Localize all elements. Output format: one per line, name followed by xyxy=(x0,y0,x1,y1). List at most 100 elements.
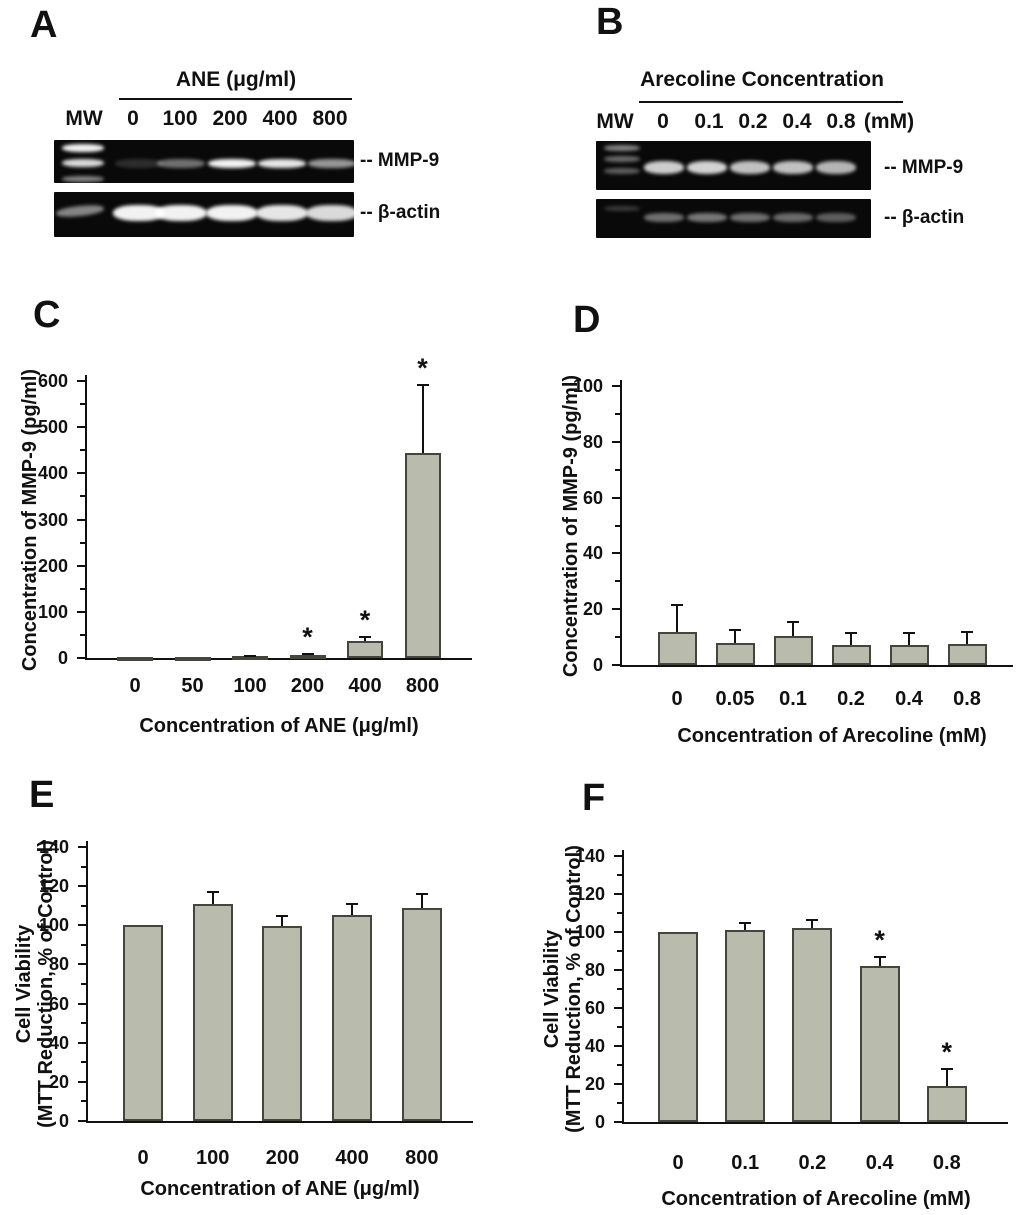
y-tick-e xyxy=(78,1002,86,1005)
error-bar-d-0.05 xyxy=(734,630,736,643)
error-bar-c-800 xyxy=(421,385,424,454)
panel-a-header-underline xyxy=(119,98,352,100)
significance-asterisk-c-800: * xyxy=(417,353,428,384)
x-tick-label-f-0.2: 0.2 xyxy=(798,1152,827,1174)
mw-ladder-band-b2 xyxy=(604,206,640,211)
y-tick-e xyxy=(78,846,86,848)
y-tick-label-f: 140 xyxy=(574,846,605,866)
y-tick-e xyxy=(78,885,86,888)
mw-ladder-band-b1 xyxy=(604,156,640,162)
y-tick-label-d: 80 xyxy=(582,431,603,452)
y-tick-f xyxy=(614,1083,622,1085)
sample-band-b2 xyxy=(816,213,856,222)
error-cap-f-0.4 xyxy=(873,955,886,958)
y-minor-tick-f xyxy=(617,912,622,914)
y-tick-e xyxy=(78,1120,86,1122)
x-axis-title-e: Concentration of ANE (μg/ml) xyxy=(140,1178,420,1200)
mw-ladder-band-a1 xyxy=(62,176,104,182)
y-minor-tick-f xyxy=(617,1064,622,1066)
y-minor-tick-d xyxy=(615,636,620,639)
lane-label-b-0.2: 0.2 xyxy=(738,110,768,133)
y-tick-label-d: 20 xyxy=(582,599,603,620)
lane-label-b-mw: MW xyxy=(596,110,634,133)
y-tick-c xyxy=(77,472,85,475)
y-axis-title-line-e: (MTT Reduction, % of Control) xyxy=(35,840,57,1128)
panel-b-mmp9-band-label: -- MMP-9 xyxy=(884,157,964,178)
lane-label-a-mw: MW xyxy=(65,107,103,130)
x-tick-label-e-200: 200 xyxy=(265,1147,300,1169)
lane-label-a-200: 200 xyxy=(212,107,248,130)
x-axis-title-c: Concentration of ANE (μg/ml) xyxy=(139,715,419,737)
y-axis-title-line-d: Concentration of MMP-9 (pg/ml) xyxy=(560,374,582,678)
y-tick-d xyxy=(612,608,620,611)
y-tick-e xyxy=(78,963,86,966)
y-tick-label-e: 140 xyxy=(38,837,69,857)
bar-c-50 xyxy=(174,656,211,661)
y-minor-tick-d xyxy=(615,468,620,471)
error-cap-c-200 xyxy=(301,652,314,655)
x-axis-f xyxy=(622,1122,1008,1124)
sample-band-a2 xyxy=(113,205,165,221)
x-axis-title-f: Concentration of Arecoline (mM) xyxy=(661,1188,971,1210)
y-tick-label-f: 0 xyxy=(594,1112,605,1132)
y-tick-label-e: 60 xyxy=(48,993,69,1014)
y-axis-title-line-e: Cell Viability xyxy=(13,924,35,1044)
lane-label-a-100: 100 xyxy=(162,107,198,130)
bar-f-0.1 xyxy=(725,930,766,1122)
x-tick-label-c-100: 100 xyxy=(233,675,267,697)
significance-asterisk-c-400: * xyxy=(359,605,371,636)
y-tick-label-d: 0 xyxy=(592,655,603,675)
y-minor-tick-f xyxy=(617,950,622,952)
y-minor-tick-c xyxy=(80,449,85,452)
y-tick-e xyxy=(78,1080,86,1083)
panel-letter-f: F xyxy=(582,777,606,819)
bar-f-0.2 xyxy=(792,928,833,1122)
y-minor-tick-c xyxy=(80,541,85,544)
bar-d-0.8 xyxy=(947,644,987,665)
bar-d-0 xyxy=(657,631,697,665)
y-tick-label-f: 60 xyxy=(584,998,605,1018)
mw-ladder-band-a1 xyxy=(62,159,104,167)
sample-band-b1 xyxy=(644,161,684,174)
y-tick-label-e: 0 xyxy=(58,1111,69,1131)
x-tick-label-c-800: 800 xyxy=(405,675,440,697)
panel-letter-e: E xyxy=(29,774,55,816)
gel-image-b1 xyxy=(596,141,871,190)
lane-label-b-(mm): (mM) xyxy=(863,110,915,133)
error-cap-e-200 xyxy=(276,914,289,917)
bar-e-400 xyxy=(332,914,373,1121)
y-axis-title-line-c: Concentration of MMP-9 (pg/ml) xyxy=(19,368,41,672)
sample-band-a1 xyxy=(208,159,256,168)
lane-label-b-0: 0 xyxy=(657,110,669,133)
x-axis-d xyxy=(620,665,1013,667)
y-minor-tick-d xyxy=(615,580,620,583)
x-axis-c xyxy=(85,658,472,660)
sample-band-b1 xyxy=(730,161,770,174)
sample-band-b1 xyxy=(816,161,856,174)
lane-label-a-400: 400 xyxy=(262,107,298,130)
y-tick-label-c: 300 xyxy=(37,509,68,530)
y-tick-f xyxy=(614,931,622,933)
x-tick-label-c-200: 200 xyxy=(290,675,325,697)
error-cap-e-100 xyxy=(206,891,219,893)
error-bar-f-0.2 xyxy=(811,919,814,929)
error-cap-c-800 xyxy=(416,384,429,387)
x-tick-label-d-0.05: 0.05 xyxy=(715,688,755,710)
y-tick-c xyxy=(77,518,85,521)
sample-band-b2 xyxy=(644,213,684,222)
x-tick-label-d-0.4: 0.4 xyxy=(895,688,923,710)
bar-d-0.4 xyxy=(889,645,929,665)
y-tick-e xyxy=(78,1041,86,1044)
y-tick-d xyxy=(612,552,620,555)
error-bar-e-200 xyxy=(281,915,284,927)
panel-letter-d: D xyxy=(573,299,601,341)
error-bar-f-0.1 xyxy=(744,922,747,931)
bar-c-800 xyxy=(404,453,441,658)
y-axis-title-line-f: (MTT Reduction, % of Control) xyxy=(563,845,585,1133)
y-tick-f xyxy=(614,893,622,895)
error-bar-f-0.4 xyxy=(878,956,881,967)
x-tick-label-e-400: 400 xyxy=(335,1147,369,1169)
x-tick-label-c-0: 0 xyxy=(129,675,141,697)
x-tick-label-d-0: 0 xyxy=(671,688,683,710)
